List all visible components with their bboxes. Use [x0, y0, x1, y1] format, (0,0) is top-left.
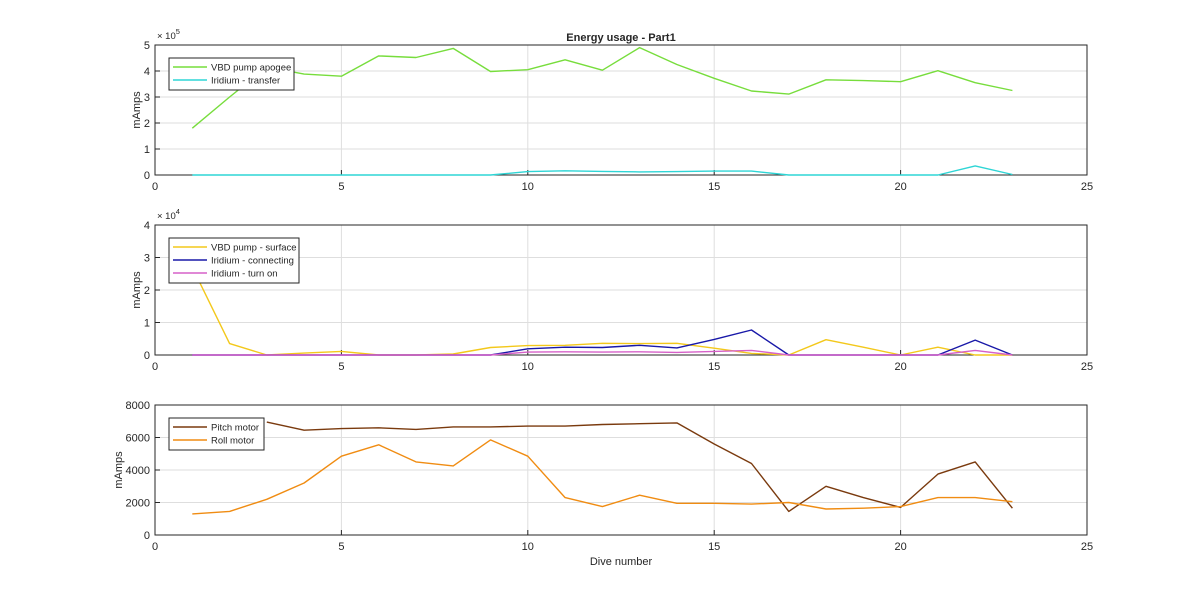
- x-tick-label: 25: [1081, 361, 1093, 373]
- x-tick-label: 5: [338, 181, 344, 193]
- legend-box: [168, 57, 295, 91]
- legend-label: Iridium - connecting: [211, 256, 294, 267]
- series-line-vbd-pump-apogee: [191, 46, 1013, 129]
- y-tick-label: 6000: [126, 433, 150, 445]
- legend-box: [168, 417, 265, 451]
- y-tick-label: 3: [144, 92, 150, 104]
- y-tick-label: 4000: [126, 465, 150, 477]
- x-tick-label: 10: [522, 181, 534, 193]
- x-tick-label: 0: [152, 541, 158, 553]
- x-tick-label: 20: [894, 181, 906, 193]
- y-exponent-base: × 10: [157, 31, 176, 42]
- x-tick-label: 0: [152, 181, 158, 193]
- y-tick-label: 3: [144, 253, 150, 265]
- x-tick-label: 5: [338, 361, 344, 373]
- y-tick-label: 1: [144, 318, 150, 330]
- x-tick-label: 5: [338, 541, 344, 553]
- y-exponent-power: 4: [176, 207, 180, 216]
- series-line-roll-motor: [192, 439, 1013, 515]
- axes-frame: [154, 44, 1088, 176]
- x-tick-label: 0: [152, 361, 158, 373]
- legend-label: Iridium - transfer: [211, 76, 280, 87]
- y-exponent-label: × 105: [157, 27, 180, 42]
- series-line-vbd-pump-surface: [191, 266, 1013, 356]
- x-tick-label: 25: [1081, 541, 1093, 553]
- x-tick-label: 15: [708, 541, 720, 553]
- y-exponent-power: 5: [176, 27, 180, 36]
- x-tick-label: 15: [708, 361, 720, 373]
- y-tick-label: 2: [144, 285, 150, 297]
- y-exponent-base: × 10: [157, 211, 176, 222]
- y-tick-label: 8000: [126, 400, 150, 412]
- x-tick-label: 20: [894, 361, 906, 373]
- y-tick-label: 0: [144, 350, 150, 362]
- x-tick-label: 25: [1081, 181, 1093, 193]
- x-tick-label: 20: [894, 541, 906, 553]
- legend-label: Pitch motor: [211, 423, 259, 434]
- legend-label: Iridium - turn on: [211, 269, 278, 280]
- x-tick-label: 10: [522, 541, 534, 553]
- y-tick-label: 4: [144, 66, 150, 78]
- y-axis-label: mAmps: [131, 91, 143, 129]
- subplot-3: 0 5 10 15 20 25 0 2000 4000 6000 8000 mAmps Pitch mo…: [113, 400, 1093, 553]
- x-tick-label: 10: [522, 361, 534, 373]
- axes-frame: [154, 224, 1088, 356]
- y-tick-label: 2000: [126, 498, 150, 510]
- y-exponent-label: × 104: [157, 207, 180, 222]
- y-axis-label: mAmps: [131, 271, 143, 309]
- series-line-iridium-transfer: [192, 165, 1013, 176]
- legend-label: VBD pump - surface: [211, 243, 297, 254]
- x-axis-label: Dive number: [590, 556, 653, 568]
- y-tick-label: 0: [144, 170, 150, 182]
- series-line-pitch-motor: [266, 421, 1013, 513]
- y-tick-label: 2: [144, 118, 150, 130]
- axes-frame: [154, 404, 1088, 536]
- y-tick-label: 0: [144, 530, 150, 542]
- legend-label: VBD pump apogee: [211, 63, 291, 74]
- y-tick-label: 4: [144, 220, 150, 232]
- plot-area: [155, 45, 1087, 175]
- y-axis-label: mAmps: [113, 451, 125, 489]
- y-tick-label: 1: [144, 144, 150, 156]
- legend-label: Roll motor: [211, 436, 254, 447]
- chart-title: Energy usage - Part1: [566, 32, 675, 44]
- y-tick-label: 5: [144, 40, 150, 52]
- series-line-iridium-turn-on: [192, 349, 1013, 356]
- x-tick-label: 15: [708, 181, 720, 193]
